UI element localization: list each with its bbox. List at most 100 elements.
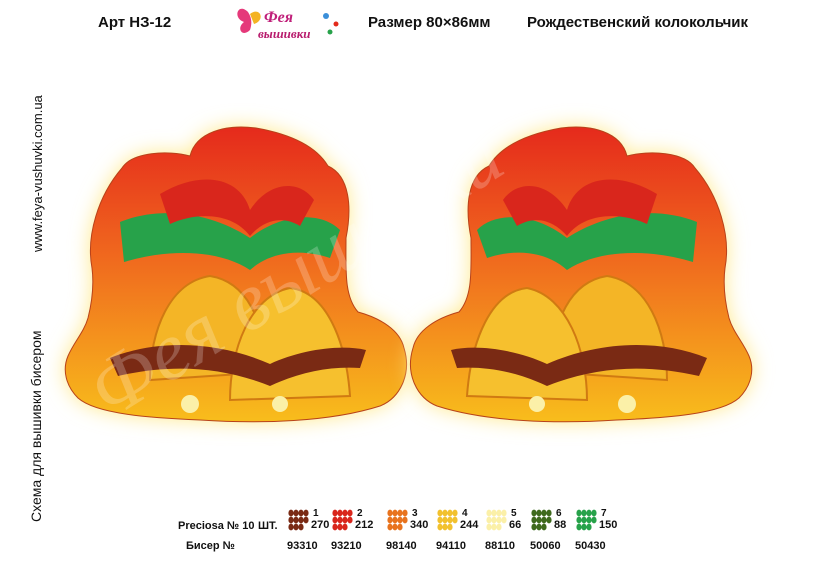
bead-swatch [576, 509, 582, 517]
bead-swatch [496, 509, 502, 517]
bead-number-label: Бисер № [186, 540, 235, 552]
bead-swatch [337, 516, 343, 524]
pieces-label: ШТ. [258, 520, 278, 532]
legend-number: 7 [601, 508, 607, 519]
bead-swatch [392, 509, 398, 517]
bead-swatch [581, 516, 587, 524]
bead-swatch [397, 516, 403, 524]
legend-number: 6 [556, 508, 562, 519]
bead-swatch [332, 523, 338, 531]
bead-swatch [491, 509, 497, 517]
bead-swatch [541, 509, 547, 517]
right-bells [451, 179, 707, 413]
bead-swatch [447, 509, 453, 517]
bead-swatch [442, 509, 448, 517]
legend-count: 88 [554, 519, 567, 531]
legend-code: 98140 [386, 540, 417, 552]
bead-swatch [342, 509, 348, 517]
bead-swatch [486, 516, 492, 524]
bead-swatch [576, 516, 582, 524]
bead-swatch [496, 516, 502, 524]
left-card [64, 126, 408, 423]
brand-label: Preciosa № 10 [178, 520, 255, 532]
bead-swatch [501, 509, 507, 517]
bead-swatch [332, 509, 338, 517]
legend-item: 5 66 88110 [485, 506, 545, 558]
logo: Фея вышивки [237, 8, 339, 41]
butterfly-icon [237, 8, 252, 33]
bead-swatch [293, 509, 299, 517]
bead-swatch [452, 509, 458, 517]
bead-swatch [586, 523, 592, 531]
bead-swatch [486, 509, 492, 517]
bead-swatch [586, 509, 592, 517]
bead-swatch [387, 523, 393, 531]
bead-swatch [586, 516, 592, 524]
bead-swatch [496, 523, 502, 531]
pattern-title: Рождественский колокольчик [527, 14, 749, 31]
legend-code: 50060 [530, 540, 561, 552]
bead-swatch [437, 509, 443, 517]
bead-swatch [387, 509, 393, 517]
legend-item: 7 150 50430 [575, 506, 635, 558]
bead-swatch [337, 523, 343, 531]
bead-swatch [293, 523, 299, 531]
bead-swatch [486, 523, 492, 531]
legend-count: 244 [460, 519, 479, 531]
right-card [409, 126, 753, 423]
bead-swatch-group [486, 509, 507, 531]
bead-swatch [298, 516, 304, 524]
bead-swatch [392, 516, 398, 524]
left-bells [110, 179, 366, 413]
legend-number: 4 [462, 508, 468, 519]
legend-code: 88110 [485, 540, 515, 552]
bead-swatch [392, 523, 398, 531]
bead-swatch [303, 509, 309, 517]
bead-swatch [546, 509, 552, 517]
bead-swatch [442, 523, 448, 531]
bead-swatch-group [437, 509, 458, 531]
bead-swatch [531, 516, 537, 524]
bead-swatch [303, 516, 309, 524]
bead-swatch [491, 516, 497, 524]
bead-swatch [531, 523, 537, 531]
bead-swatch [342, 516, 348, 524]
legend-item: 1 270 93310 [287, 506, 347, 558]
bead-swatch [531, 509, 537, 517]
legend-item: 4 244 94110 [436, 506, 496, 558]
bead-swatch [332, 516, 338, 524]
bead-swatch [293, 516, 299, 524]
legend-item: 3 340 98140 [386, 506, 446, 558]
bead-swatch [536, 523, 542, 531]
bead-swatch [347, 509, 353, 517]
logo-text-2: вышивки [258, 26, 311, 41]
bead-swatch [452, 516, 458, 524]
bead-swatch [298, 509, 304, 517]
bead-swatch [288, 516, 294, 524]
legend-count: 150 [599, 519, 618, 531]
legend-number: 1 [313, 508, 319, 519]
bead-swatch-group [288, 509, 309, 531]
bead-swatch [337, 509, 343, 517]
bead-swatch [591, 509, 597, 517]
legend-item: 2 212 93210 [331, 506, 391, 558]
bead-swatch [442, 516, 448, 524]
bead-swatch [397, 523, 403, 531]
legend-count: 340 [410, 519, 429, 531]
bead-swatch-group [576, 509, 597, 531]
legend-code: 50430 [575, 540, 606, 552]
legend-code: 93310 [287, 540, 318, 552]
bead-swatch [447, 523, 453, 531]
legend-code: 94110 [436, 540, 466, 552]
bead-swatch [402, 516, 408, 524]
bead-swatch [342, 523, 348, 531]
bead-swatch [437, 523, 443, 531]
legend-item: 6 88 50060 [530, 506, 590, 558]
bead-swatch [541, 523, 547, 531]
bead-swatch [347, 516, 353, 524]
legend-number: 2 [357, 508, 363, 519]
bead-swatch [591, 516, 597, 524]
bead-swatch [541, 516, 547, 524]
bead-swatch [491, 523, 497, 531]
